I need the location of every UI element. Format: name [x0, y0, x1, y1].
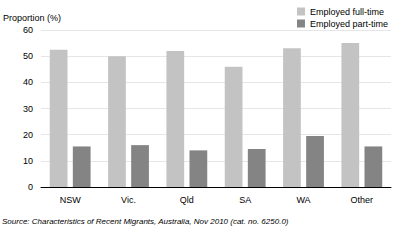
svg-text:Source: Characteristics of Rec: Source: Characteristics of Recent Migran… — [2, 217, 289, 226]
svg-text:10: 10 — [23, 156, 33, 166]
svg-text:30: 30 — [23, 104, 33, 114]
svg-text:40: 40 — [23, 77, 33, 87]
svg-text:WA: WA — [296, 195, 310, 205]
svg-text:60: 60 — [23, 25, 33, 35]
svg-text:20: 20 — [23, 130, 33, 140]
svg-text:Other: Other — [351, 195, 374, 205]
svg-text:NSW: NSW — [60, 195, 82, 205]
svg-text:50: 50 — [23, 51, 33, 61]
svg-text:0: 0 — [28, 182, 33, 192]
svg-text:Vic.: Vic. — [121, 195, 136, 205]
svg-text:Qld: Qld — [180, 195, 194, 205]
svg-text:Employed full-time: Employed full-time — [310, 7, 384, 17]
svg-text:Employed part-time: Employed part-time — [310, 19, 388, 29]
svg-text:SA: SA — [239, 195, 251, 205]
svg-text:Proportion (%): Proportion (%) — [3, 13, 61, 23]
